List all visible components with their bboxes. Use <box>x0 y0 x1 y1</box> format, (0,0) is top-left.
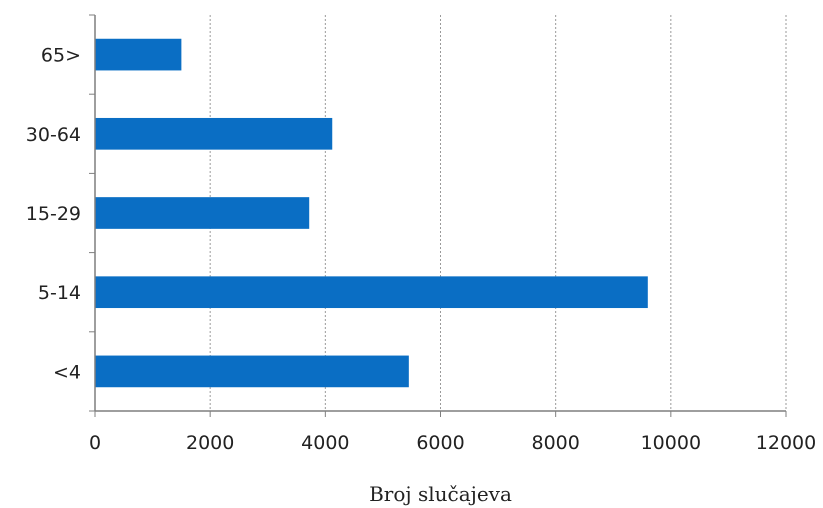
bar <box>95 355 409 388</box>
bar <box>95 197 310 229</box>
x-tick-label: 10000 <box>641 432 701 454</box>
bars <box>95 38 648 388</box>
category-label: 15-29 <box>26 203 81 225</box>
x-tick-label: 12000 <box>756 432 816 454</box>
x-tick-label: 2000 <box>186 432 234 454</box>
x-axis-title: Broj slučajeva <box>369 482 512 506</box>
bar <box>95 117 333 150</box>
x-tick-labels: 0 2000 4000 6000 8000 10000 12000 <box>89 432 816 454</box>
x-tick-label: 4000 <box>301 432 349 454</box>
x-tick-label: 0 <box>89 432 101 454</box>
x-tick-label: 8000 <box>531 432 579 454</box>
bar <box>95 276 648 309</box>
ticks <box>89 14 787 417</box>
x-tick-label: 6000 <box>416 432 464 454</box>
category-label: 65> <box>41 45 81 67</box>
category-labels: <4 5-14 15-29 30-64 65> <box>26 45 81 384</box>
gridlines <box>209 15 787 411</box>
category-label: <4 <box>53 361 81 383</box>
category-label: 30-64 <box>26 124 81 146</box>
bar <box>95 38 182 71</box>
category-label: 5-14 <box>38 282 81 304</box>
